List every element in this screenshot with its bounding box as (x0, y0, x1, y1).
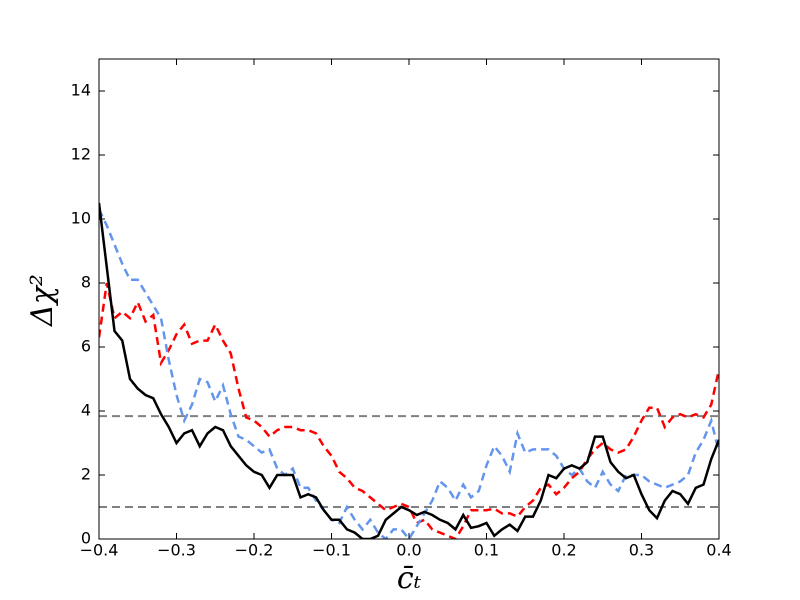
x-tick-label: 0.0 (396, 541, 421, 560)
y-tick-label: 0 (81, 529, 91, 548)
y-tick-label: 12 (71, 145, 91, 164)
y-axis-label: Δχ² (25, 274, 60, 327)
y-tick-label: 10 (71, 209, 91, 228)
x-tick-label: 0.1 (474, 541, 499, 560)
x-tick-label: 0.2 (551, 541, 576, 560)
x-tick-label: −0.3 (157, 541, 196, 560)
y-tick-label: 2 (81, 465, 91, 484)
y-tick-label: 6 (81, 337, 91, 356)
x-tick-label: −0.2 (235, 541, 274, 560)
series-line (99, 202, 719, 539)
x-tick-label: −0.1 (312, 541, 351, 560)
x-axis-label: c̄ₜ (397, 561, 422, 596)
x-tick-label: 0.3 (629, 541, 654, 560)
x-tick-label: −0.4 (80, 541, 119, 560)
y-tick-label: 8 (81, 273, 91, 292)
x-tick-label: 0.4 (706, 541, 731, 560)
y-tick-label: 4 (81, 401, 91, 420)
y-tick-label: 14 (71, 81, 91, 100)
